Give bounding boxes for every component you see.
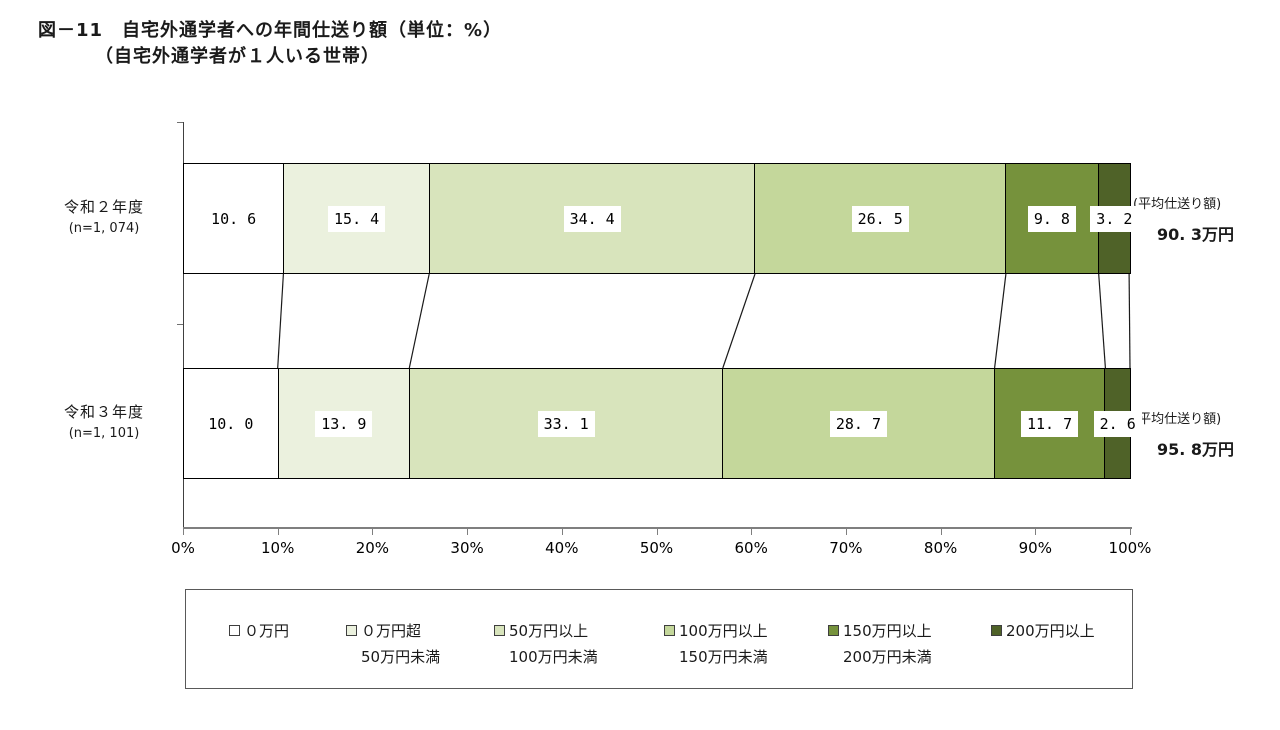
- legend-item: ０万円超 50万円未満: [346, 618, 440, 670]
- x-tick-mark: [1035, 529, 1037, 535]
- figure-title: 図－11 自宅外通学者への年間仕送り額（単位：%）: [38, 20, 503, 41]
- x-tick-mark: [561, 529, 563, 535]
- legend-item: ０万円: [229, 618, 289, 644]
- segment-value-label: 2. 6: [1093, 410, 1142, 437]
- segment: 15. 4: [284, 164, 430, 273]
- x-tick-label: 50%: [639, 539, 674, 557]
- y-axis-line: [183, 122, 184, 528]
- segment-value-label: 10. 6: [205, 205, 263, 232]
- average-annotation: (平均仕送り額) 95. 8万円: [1133, 408, 1278, 460]
- legend-item: 50万円以上 100万円未満: [494, 618, 598, 670]
- connector-lines: [277, 273, 1131, 369]
- x-axis-line: [183, 527, 1132, 529]
- x-tick-label: 30%: [450, 539, 484, 557]
- legend-label-line: 200万円以上: [1006, 622, 1095, 640]
- category-n: (n=1, 074): [68, 221, 140, 236]
- segment-value-label: 26. 5: [851, 205, 909, 232]
- x-tick-label: 40%: [545, 539, 579, 557]
- segment-value-label: 11. 7: [1020, 410, 1079, 437]
- legend-label-line: 100万円未満: [509, 648, 598, 666]
- legend-label: ０万円: [244, 618, 289, 644]
- legend-label-line: 150万円未満: [679, 648, 768, 666]
- segment-value-label: 3. 2: [1090, 205, 1139, 232]
- x-tick-label: 0%: [171, 539, 195, 557]
- legend-label-line: 50万円以上: [509, 622, 589, 640]
- figure-subtitle: （自宅外通学者が１人いる世帯）: [95, 46, 380, 67]
- x-tick-label: 80%: [923, 539, 958, 557]
- y-axis-tick: [177, 324, 183, 325]
- segment: 34. 4: [429, 164, 756, 273]
- legend-swatch: [494, 625, 505, 636]
- segment: 28. 7: [723, 369, 995, 478]
- x-tick-label: 10%: [261, 539, 295, 557]
- segment: 3. 2: [1090, 164, 1139, 273]
- segment: 10. 0: [184, 369, 279, 478]
- legend-swatch: [828, 625, 839, 636]
- segment: 9. 8: [1006, 164, 1099, 273]
- x-tick-mark: [845, 529, 847, 535]
- legend-label: 150万円以上 200万円未満: [843, 618, 932, 670]
- legend-label-line: 200万円未満: [843, 648, 932, 666]
- legend-label: 100万円以上 150万円未満: [679, 618, 768, 670]
- average-value: 95. 8万円: [1157, 440, 1235, 459]
- legend-swatch: [664, 625, 675, 636]
- legend-swatch: [346, 625, 357, 636]
- legend-item: 100万円以上 150万円未満: [664, 618, 768, 670]
- segment: 13. 9: [278, 369, 411, 478]
- x-tick-mark: [940, 529, 942, 535]
- legend-label-line: 100万円以上: [679, 622, 768, 640]
- legend-label: 50万円以上 100万円未満: [509, 618, 598, 670]
- segment: 2. 6: [1093, 369, 1142, 478]
- x-tick-mark: [277, 529, 279, 535]
- x-tick-mark: [1130, 529, 1131, 535]
- x-tick-mark: [183, 529, 184, 535]
- x-tick-mark: [467, 529, 469, 535]
- legend-label-line: ０万円: [244, 622, 290, 640]
- x-tick-label: 90%: [1018, 539, 1052, 557]
- bar-row-2: 10. 0 13. 9 33. 1 28. 7 11. 7 2. 6: [183, 368, 1142, 479]
- category-label: 令和２年度 (n=1, 074): [34, 196, 174, 236]
- segment: 33. 1: [410, 369, 724, 478]
- legend-item: 200万円以上: [991, 618, 1095, 644]
- segment: 26. 5: [755, 164, 1007, 273]
- category-year: 令和３年度: [63, 403, 144, 421]
- segment: 11. 7: [994, 369, 1106, 478]
- legend-label-line: 50万円未満: [361, 648, 441, 666]
- x-tick-label: 70%: [829, 539, 863, 557]
- average-value: 90. 3万円: [1157, 225, 1235, 244]
- legend-item: 150万円以上 200万円未満: [828, 618, 932, 670]
- x-tick-mark: [751, 529, 753, 535]
- average-label: (平均仕送り額): [1133, 197, 1222, 212]
- category-label: 令和３年度 (n=1, 101): [34, 401, 174, 441]
- category-n: (n=1, 101): [68, 426, 140, 441]
- legend-swatch: [991, 625, 1002, 636]
- segment-value-label: 34. 4: [563, 205, 621, 232]
- average-label: (平均仕送り額): [1133, 412, 1222, 427]
- segment-value-label: 9. 8: [1027, 205, 1076, 232]
- legend-label: 200万円以上: [1006, 618, 1095, 644]
- bar-row-1: 10. 6 15. 4 34. 4 26. 5 9. 8 3. 2: [183, 163, 1139, 274]
- x-tick-label: 60%: [734, 539, 768, 557]
- x-tick-mark: [372, 529, 374, 535]
- segment-value-label: 33. 1: [537, 410, 595, 437]
- segment-value-label: 13. 9: [315, 410, 373, 437]
- legend-label-line: ０万円超: [361, 622, 422, 640]
- legend: ０万円 ０万円超 50万円未満 50万円以上 100万円未満 100万円以上 150万円未満…: [185, 589, 1133, 689]
- segment-value-label: 10. 0: [202, 410, 260, 437]
- average-annotation: (平均仕送り額) 90. 3万円: [1133, 193, 1278, 245]
- legend-label-line: 150万円以上: [843, 622, 932, 640]
- segment-value-label: 15. 4: [328, 205, 386, 232]
- category-year: 令和２年度: [63, 198, 144, 216]
- segment-value-label: 28. 7: [829, 410, 888, 437]
- x-tick-label: 20%: [355, 539, 390, 557]
- x-tick-label: 100%: [1108, 539, 1152, 557]
- y-axis-tick: [177, 122, 183, 123]
- x-tick-mark: [656, 529, 658, 535]
- legend-label: ０万円超 50万円未満: [361, 618, 440, 670]
- segment: 10. 6: [184, 164, 285, 273]
- legend-swatch: [229, 625, 240, 636]
